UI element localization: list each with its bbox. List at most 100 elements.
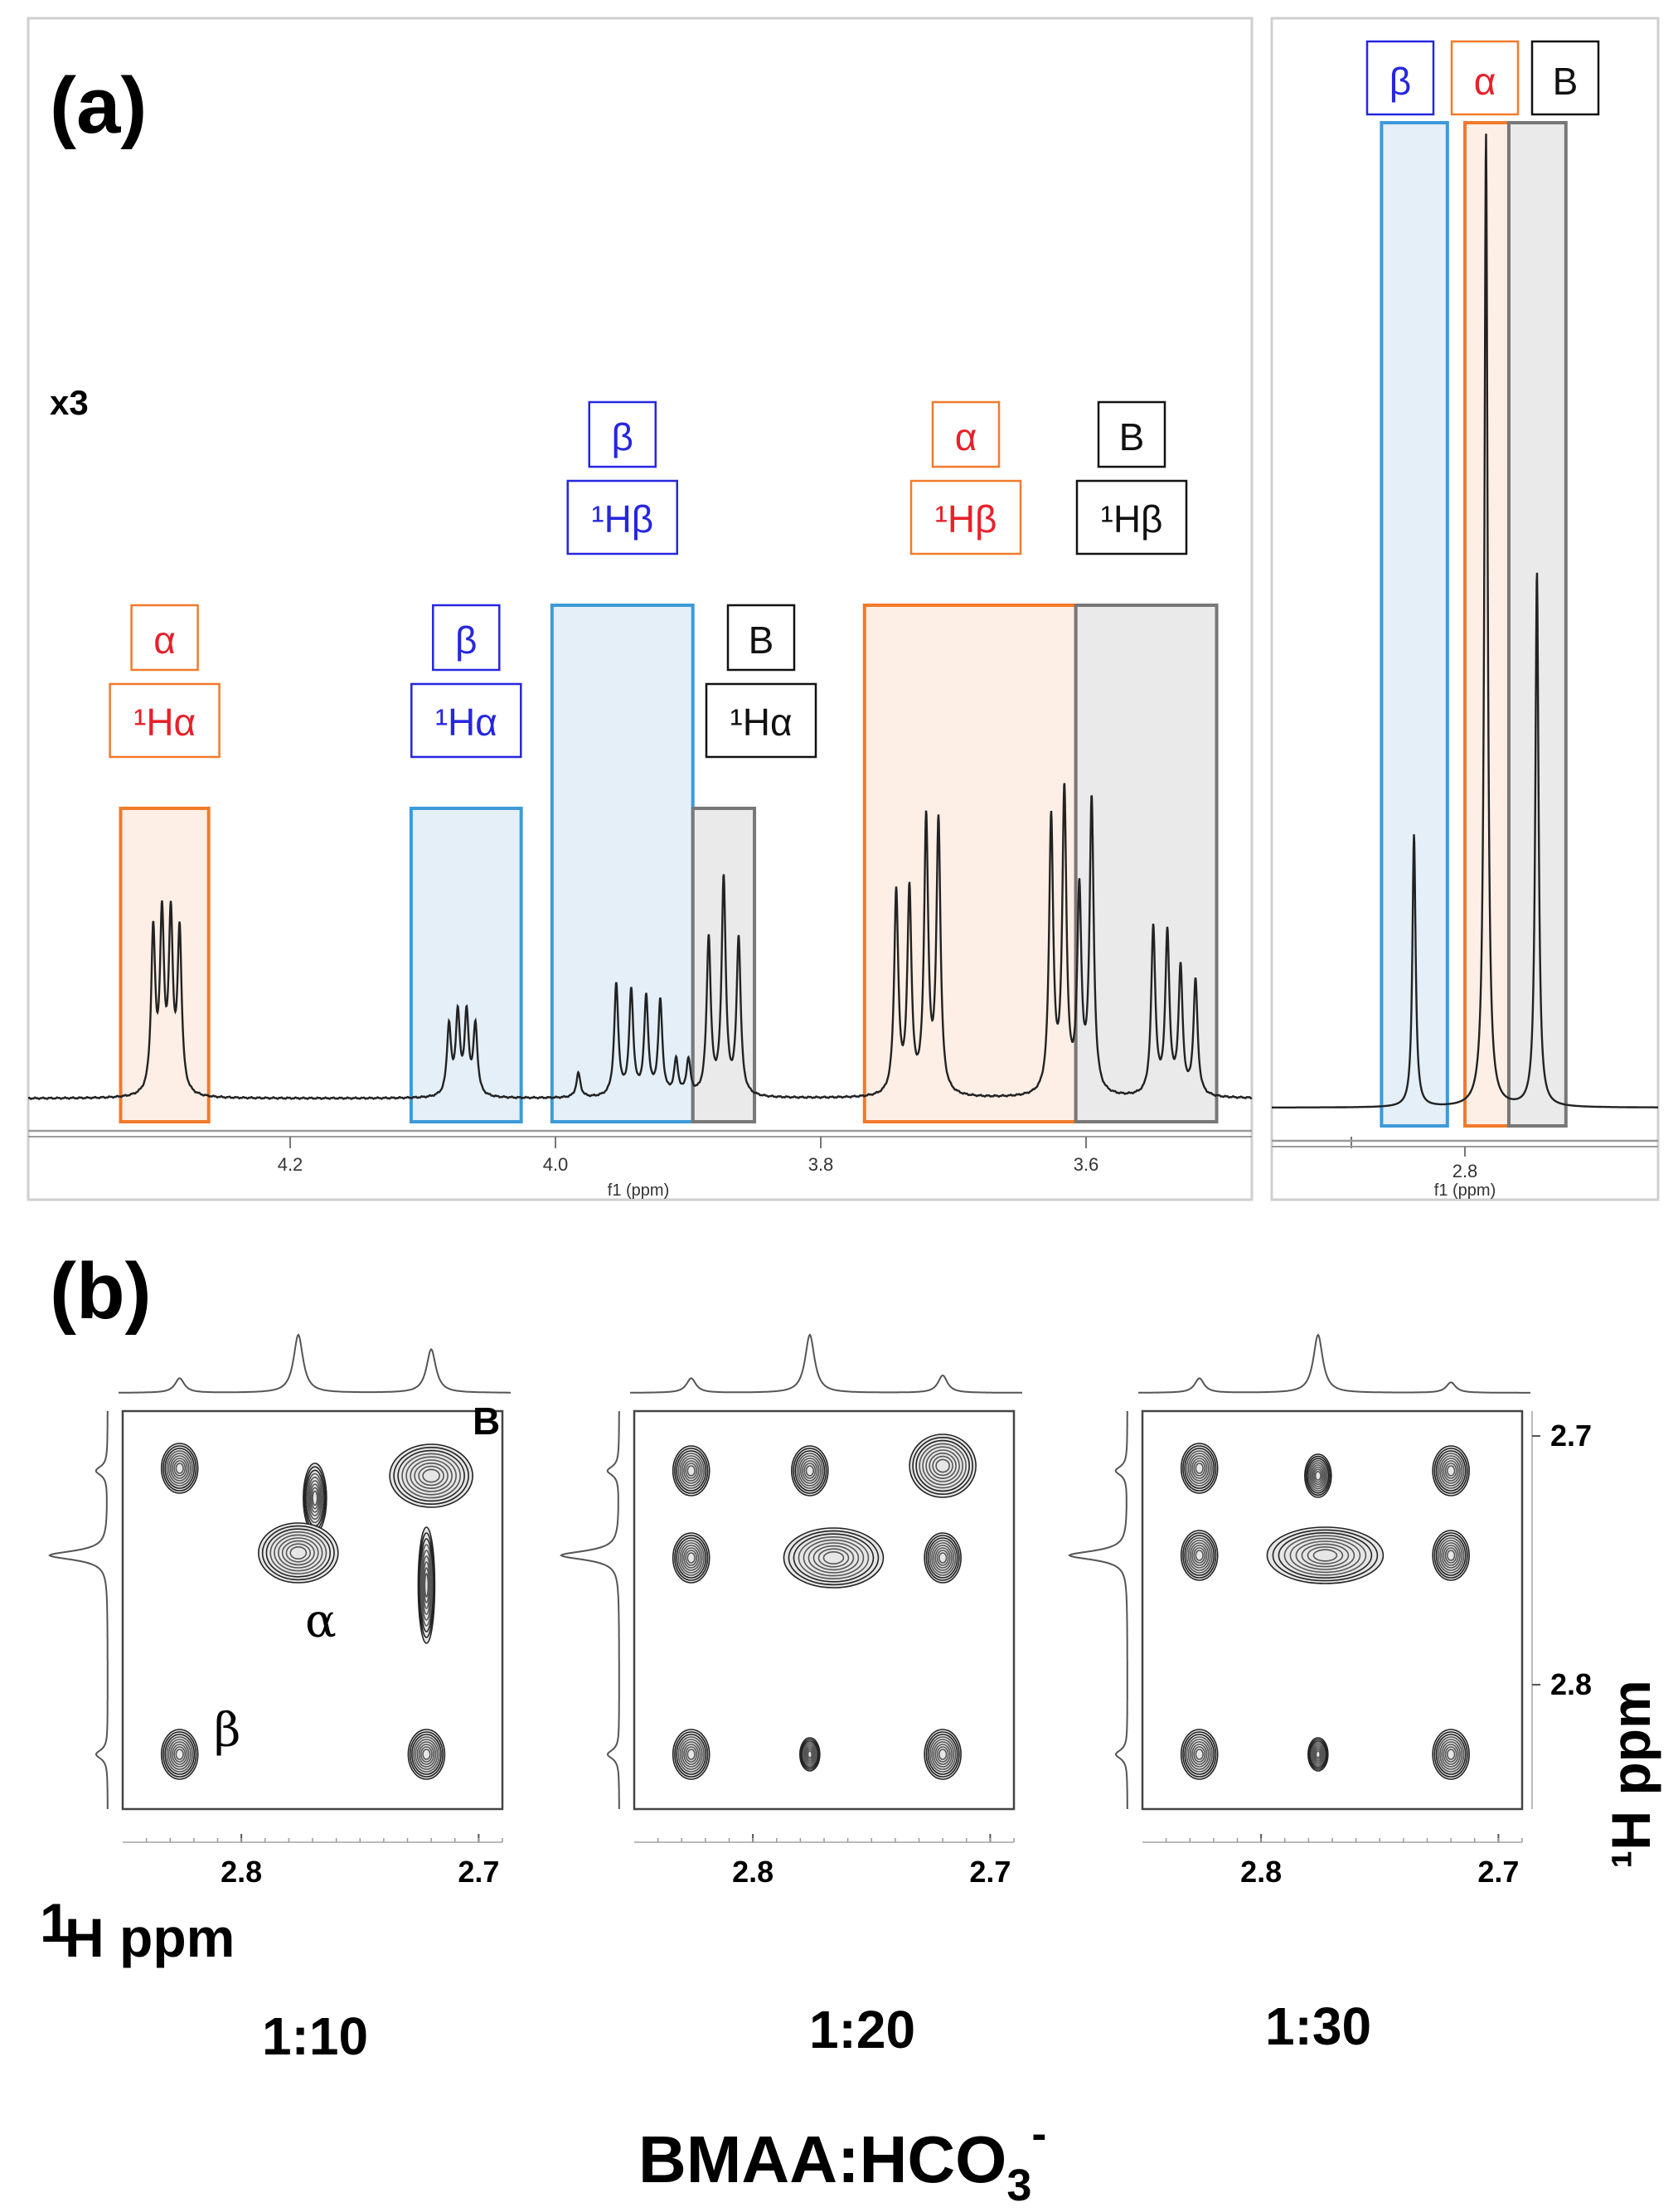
cross-peak [799, 1737, 821, 1772]
region-letter: α [1474, 60, 1496, 103]
top-projection [119, 1333, 511, 1394]
left-projection [560, 1411, 620, 1809]
left-ticks: 4.2 4.0 3.8 3.6 [278, 1137, 1352, 1175]
cross-peak [389, 1443, 473, 1508]
x-tick-label: 2.7 [1477, 1855, 1519, 1889]
left-tick-label: 3.6 [1074, 1154, 1099, 1175]
cross-peak [1180, 1443, 1219, 1494]
cross-peak [783, 1527, 885, 1589]
region-box [862, 604, 1078, 1123]
left-spectrum-line [27, 783, 1253, 1100]
left-tick-3.6: 3.6 [1074, 1137, 1099, 1175]
left-tick-label: 3.8 [808, 1154, 834, 1175]
region-label: β ¹Hα [410, 604, 522, 759]
region-box [691, 807, 757, 1123]
x-tick-label: 2.7 [458, 1855, 499, 1889]
figure-title: BMAA:HCO3- [638, 2109, 1046, 2210]
cross-peak [160, 1443, 199, 1494]
region-box [550, 604, 695, 1123]
cross-peak [672, 1532, 710, 1584]
region-box [409, 807, 523, 1123]
cross-peak [1432, 1445, 1470, 1496]
panel-a-label: (a) [50, 61, 147, 150]
figure-title-main: BMAA:HCO [638, 2122, 1006, 2196]
region-sublabel: ¹Hβ [591, 497, 653, 541]
contour-map: 2.8 2.7 2.7 2.8 [1068, 1333, 1592, 1889]
cross-peak [672, 1729, 710, 1780]
region-letter: α [955, 415, 977, 458]
x-tick-label: 2.8 [221, 1855, 262, 1889]
left-region-labels: α ¹Hα β ¹Hα β ¹Hβ B ¹Hα α ¹Hβ B ¹Hβ [109, 400, 1188, 759]
panel-b-label: (b) [50, 1247, 152, 1336]
region-label: B [1530, 40, 1600, 116]
beta-peak-label: β [214, 1704, 240, 1758]
top-projection [630, 1333, 1022, 1394]
cross-peak [1180, 1530, 1219, 1581]
contour-maps: 2.8 2.7 α β B 2.8 2.7 2.8 2.7 2.7 2.8 [48, 1333, 1592, 1889]
region-label: α ¹Hβ [909, 400, 1022, 555]
y-axis-label: ¹H ppm [1600, 1680, 1661, 1868]
region-label: α ¹Hα [109, 604, 221, 759]
cross-peak [1432, 1729, 1470, 1780]
cross-peak [1266, 1526, 1385, 1584]
left-projection [48, 1411, 109, 1809]
region-box [1074, 604, 1219, 1123]
x-tick-label: 2.7 [969, 1855, 1011, 1889]
figure-title-sub: 3 [1006, 2161, 1031, 2210]
right-plot-frame [1270, 17, 1660, 1201]
region-letter: α [153, 618, 176, 662]
ratio-label-2: 1:20 [809, 2000, 915, 2059]
y-tick-label: 2.8 [1550, 1667, 1592, 1701]
region-letter: β [455, 618, 477, 662]
right-tick-label: 2.8 [1452, 1161, 1478, 1181]
region-letter: β [612, 415, 633, 458]
figure-title-sup: - [1031, 2109, 1046, 2159]
right-xlabel: f1 (ppm) [1434, 1181, 1496, 1200]
region-box [1380, 121, 1449, 1128]
region-label: β ¹Hβ [566, 400, 679, 555]
x-tick-label: 2.8 [732, 1855, 774, 1889]
left-plot-frame [27, 17, 1254, 1201]
left-tick-4.2: 4.2 [278, 1137, 303, 1175]
cross-peak [791, 1445, 829, 1496]
left-tick-label: 4.2 [278, 1154, 303, 1175]
region-sublabel: ¹Hα [730, 701, 792, 744]
cross-peak [909, 1433, 977, 1498]
cross-peak [924, 1729, 962, 1780]
region-letter: B [1553, 60, 1579, 103]
cross-peak [160, 1729, 199, 1780]
cross-peak [303, 1463, 327, 1534]
contour-map: 2.8 2.7 [560, 1333, 1022, 1889]
x-tick-label: 2.8 [1240, 1855, 1282, 1889]
region-letter: B [1119, 415, 1145, 458]
region-label: B ¹Hβ [1075, 400, 1188, 555]
region-sublabel: ¹Hα [435, 701, 497, 744]
region-letter: B [749, 618, 774, 662]
contour-map: 2.8 2.7 α β B [48, 1333, 511, 1889]
right-spectrum-line [1272, 133, 1658, 1108]
left-tick-label: 4.0 [543, 1154, 569, 1175]
left-tick-3.8: 3.8 [808, 1137, 834, 1175]
region-label: α [1450, 40, 1520, 116]
left-regions [119, 604, 1219, 1123]
ratio-label-1: 1:10 [262, 2006, 368, 2066]
top-projection [1138, 1333, 1530, 1394]
scale-note: x3 [50, 383, 89, 422]
left-tick-4.0: 4.0 [543, 1137, 569, 1175]
cross-peak [1432, 1530, 1470, 1581]
left-projection [1068, 1411, 1128, 1809]
cross-peak [407, 1729, 446, 1780]
y-tick-label: 2.7 [1550, 1419, 1592, 1453]
region-sublabel: ¹Hβ [1101, 497, 1163, 541]
region-box [119, 807, 211, 1123]
x-axis-label-sup: 1 [40, 1892, 70, 1953]
cross-peak [1180, 1729, 1219, 1780]
region-label: β [1365, 40, 1435, 116]
cross-peak [672, 1445, 710, 1496]
region-sublabel: ¹Hα [133, 701, 196, 744]
cross-peak [258, 1522, 339, 1584]
right-tick-2.8: 2.8 [1452, 1147, 1478, 1181]
bmaa-peak-label: B [473, 1399, 500, 1443]
